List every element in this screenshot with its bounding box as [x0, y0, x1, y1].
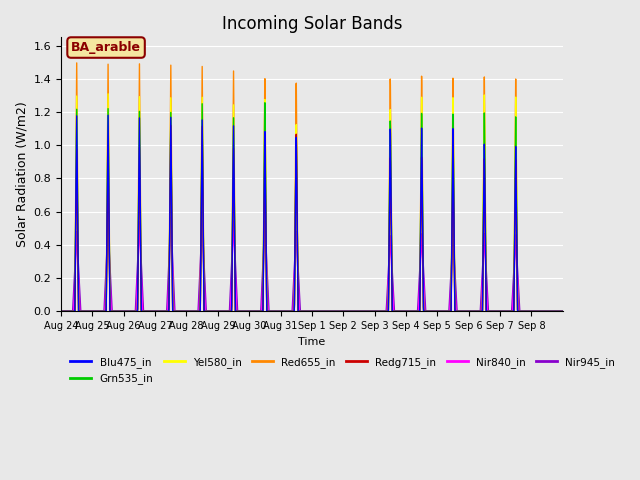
Text: BA_arable: BA_arable	[71, 41, 141, 54]
Y-axis label: Solar Radiation (W/m2): Solar Radiation (W/m2)	[15, 101, 28, 247]
Legend: Blu475_in, Grn535_in, Yel580_in, Red655_in, Redg715_in, Nir840_in, Nir945_in: Blu475_in, Grn535_in, Yel580_in, Red655_…	[66, 353, 620, 388]
Title: Incoming Solar Bands: Incoming Solar Bands	[221, 15, 402, 33]
X-axis label: Time: Time	[298, 336, 326, 347]
